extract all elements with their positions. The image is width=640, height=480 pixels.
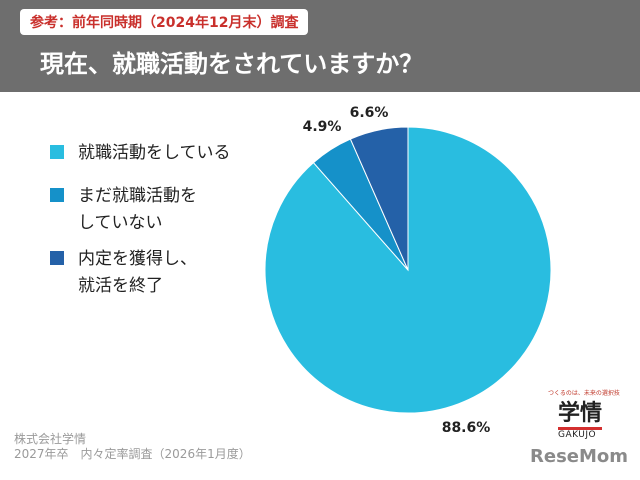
reference-badge: 参考：前年同時期（2024年12月末）調査: [20, 9, 309, 35]
legend-swatch: [50, 188, 64, 202]
source-survey: 2027年卒 内々定率調査（2026年1月度）: [14, 447, 251, 461]
slice-value-label: 6.6%: [350, 105, 389, 121]
slice-value-label: 88.6%: [442, 420, 491, 436]
resemom-watermark: ReseMom: [530, 446, 629, 467]
slice-value-label: 4.9%: [303, 119, 342, 135]
source-note: 株式会社学情 2027年卒 内々定率調査（2026年1月度）: [14, 432, 251, 462]
legend-item-finished: 内定を獲得し、 就活を終了: [50, 246, 197, 300]
pie-slice: [349, 126, 409, 271]
legend-item-not-started: まだ就職活動を していない: [50, 183, 197, 237]
question-title: 現在、就職活動をされていますか？: [40, 50, 424, 78]
legend-swatch: [50, 145, 64, 159]
legend-swatch: [50, 251, 64, 265]
legend-label: 就職活動をしている: [78, 143, 231, 163]
gakujo-logo: つくるのは、未来の選択技 学情 GAKUJO: [548, 388, 632, 440]
legend-item-job-hunting: 就職活動をしている: [50, 140, 231, 167]
logo-sub: GAKUJO: [558, 430, 597, 440]
legend-label: 内定を獲得し、 就活を終了: [78, 249, 197, 296]
logo-mark: 学情: [558, 401, 602, 430]
legend-label: まだ就職活動を していない: [78, 186, 197, 233]
source-company: 株式会社学情: [14, 432, 87, 446]
logo-tagline: つくるのは、未来の選択技: [548, 390, 620, 397]
